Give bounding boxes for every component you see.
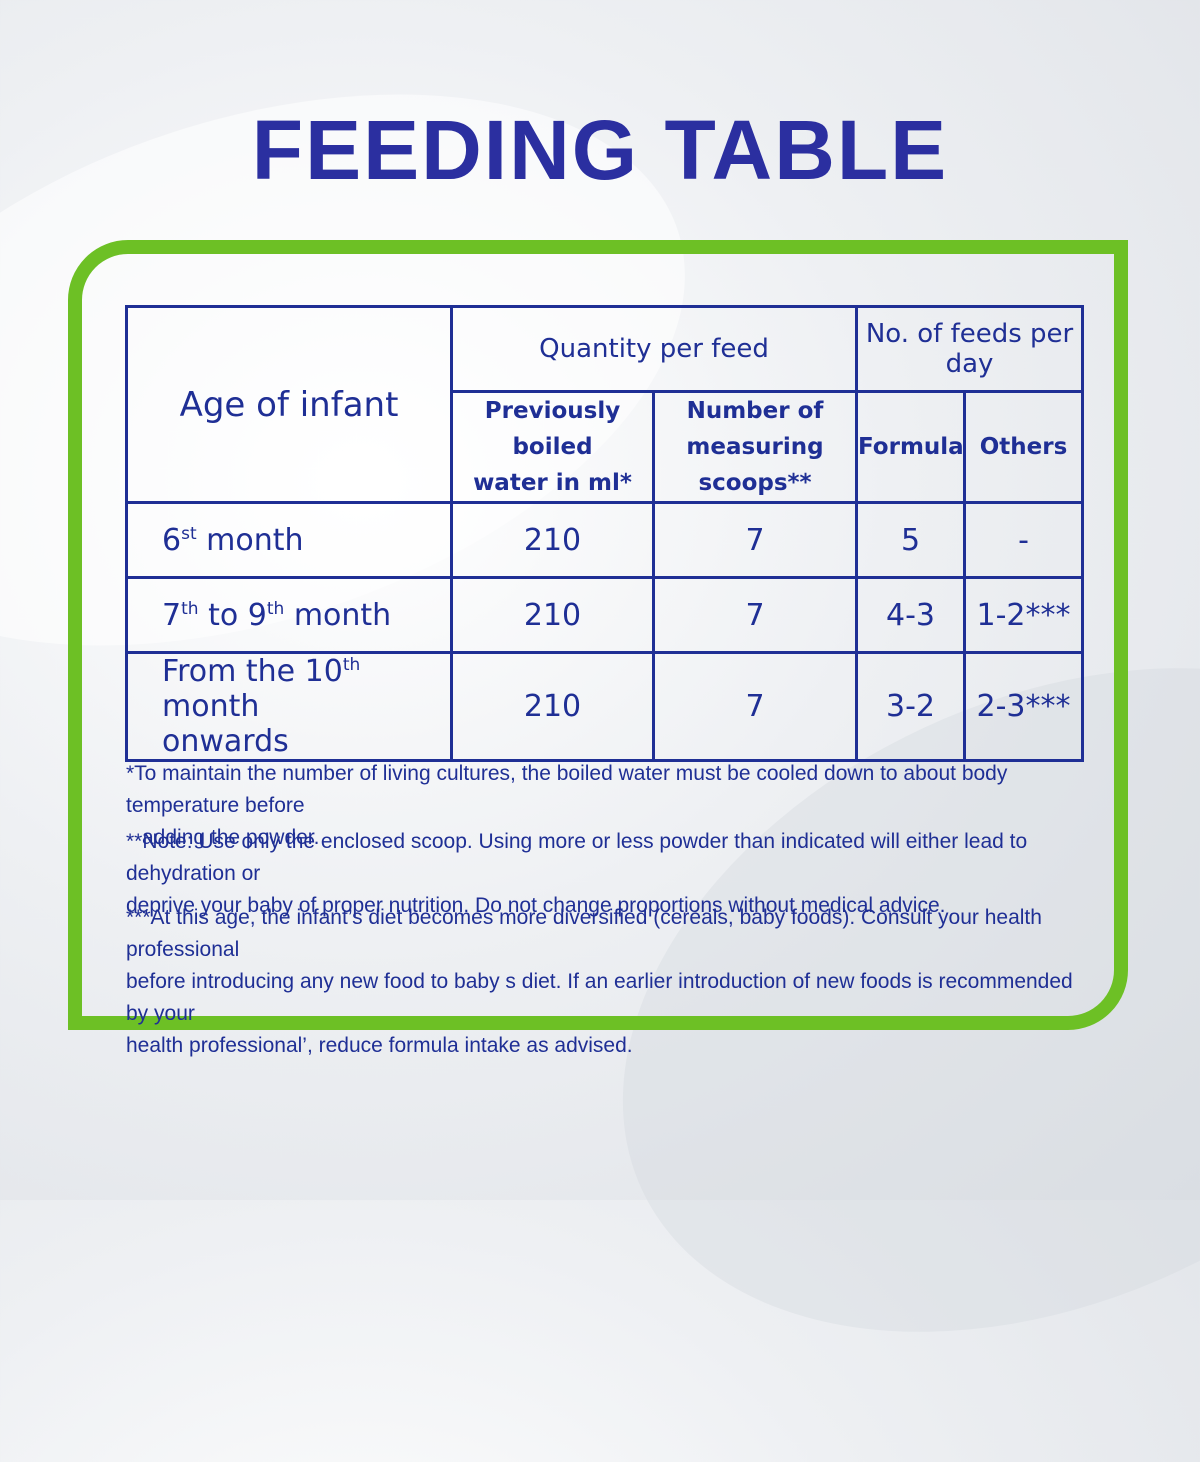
formula-cell: 3-2 xyxy=(855,651,967,762)
footnote-diet: ***At this age, the infant’s diet become… xyxy=(126,906,1073,1057)
quantity-header: Quantity per feed xyxy=(449,305,859,393)
others-cell: 2-3*** xyxy=(963,651,1085,762)
green-frame xyxy=(68,240,1128,1030)
water-cell: 210 xyxy=(450,501,655,579)
age-cell: From the 10th month onwards xyxy=(125,651,453,762)
water-cell: 210 xyxy=(450,651,655,762)
age-header: Age of infant xyxy=(125,305,453,504)
others-cell: - xyxy=(963,501,1085,579)
scoops-cell: 7 xyxy=(651,501,859,579)
page-title: FEEDING TABLE xyxy=(251,103,949,197)
feeding-table: Age of infant Quantity per feed No. of f… xyxy=(125,305,1085,762)
footnote-scoop: **Note: Use only the enclosed scoop. Usi… xyxy=(126,830,1028,917)
formula-cell: 4-3 xyxy=(855,576,967,654)
footnote-water: *To maintain the number of living cultur… xyxy=(126,762,1008,849)
scoops-header: Number of measuring scoops** xyxy=(651,390,859,504)
table-row: 7th to 9th month 210 7 4-3 1-2*** xyxy=(125,576,1085,654)
table-row: 6st month 210 7 5 - xyxy=(125,501,1085,579)
others-header: Others xyxy=(963,390,1085,504)
water-cell: 210 xyxy=(450,576,655,654)
table-row: From the 10th month onwards 210 7 3-2 2-3… xyxy=(125,651,1085,762)
feeds-header: No. of feeds per day xyxy=(855,305,1085,393)
age-cell: 6st month xyxy=(125,501,453,579)
scoops-cell: 7 xyxy=(651,576,859,654)
water-header: Previously boiled water in ml* xyxy=(450,390,655,504)
formula-cell: 5 xyxy=(855,501,967,579)
age-cell: 7th to 9th month xyxy=(125,576,453,654)
formula-header: Formula xyxy=(855,390,967,504)
others-cell: 1-2*** xyxy=(963,576,1085,654)
scoops-cell: 7 xyxy=(651,651,859,762)
